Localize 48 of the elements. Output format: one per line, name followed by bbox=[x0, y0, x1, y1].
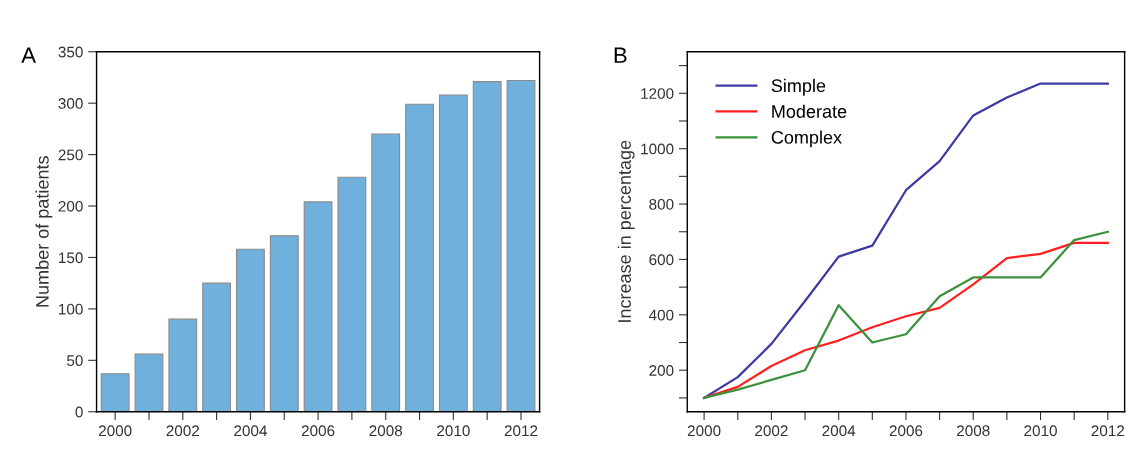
y-tick-label: 300 bbox=[58, 98, 83, 109]
bar bbox=[134, 353, 164, 412]
y-tick-label: 400 bbox=[648, 309, 674, 321]
x-tick-label: 2012 bbox=[1091, 425, 1125, 437]
y-tick-label: 100 bbox=[59, 303, 83, 315]
y-tick-label: 150 bbox=[59, 252, 83, 264]
x-tick-label: 2004 bbox=[822, 425, 856, 437]
y-tick-label: 1000 bbox=[641, 143, 674, 155]
bar bbox=[236, 248, 265, 412]
legend-label: Moderate bbox=[772, 104, 847, 118]
bar bbox=[168, 318, 198, 412]
y-tick-label: 1200 bbox=[641, 88, 674, 99]
x-tick-label: 2012 bbox=[504, 425, 538, 437]
bar bbox=[100, 373, 130, 412]
bar bbox=[472, 81, 502, 412]
x-tick-label: 2010 bbox=[437, 425, 470, 437]
bar bbox=[337, 176, 367, 412]
y-tick-label: 350 bbox=[58, 46, 83, 58]
bar bbox=[438, 94, 468, 412]
y-tick-label: 200 bbox=[649, 365, 674, 376]
x-tick-label: 2008 bbox=[369, 425, 403, 437]
bar bbox=[371, 133, 401, 412]
legend-label: Complex bbox=[771, 130, 842, 148]
y-axis-title: Increase in percentage bbox=[617, 140, 635, 322]
bar bbox=[202, 282, 232, 412]
chart-title: B bbox=[614, 47, 627, 63]
y-tick-label: 50 bbox=[66, 355, 83, 367]
y-tick-label: 200 bbox=[58, 200, 83, 212]
bar bbox=[303, 201, 333, 412]
x-tick-label: 2010 bbox=[1024, 425, 1057, 437]
y-tick-label: 800 bbox=[649, 198, 674, 210]
y-tick-label: 600 bbox=[649, 254, 674, 266]
x-tick-label: 2008 bbox=[957, 425, 990, 437]
bar bbox=[269, 235, 299, 412]
chart-title: A bbox=[21, 47, 37, 63]
x-tick-label: 2006 bbox=[301, 425, 335, 437]
x-tick-label: 2002 bbox=[166, 425, 200, 437]
y-tick-label: 0 bbox=[75, 406, 83, 418]
x-tick-label: 2000 bbox=[98, 425, 132, 437]
bar bbox=[506, 79, 536, 412]
x-tick-label: 2002 bbox=[755, 425, 788, 437]
x-tick-label: 2006 bbox=[889, 425, 923, 437]
x-tick-label: 2000 bbox=[687, 425, 721, 437]
bar bbox=[405, 103, 434, 412]
y-axis-title: Number of patients bbox=[35, 156, 53, 307]
y-tick-label: 250 bbox=[58, 149, 83, 161]
x-tick-label: 2004 bbox=[234, 425, 267, 437]
legend-label: Simple bbox=[771, 78, 826, 96]
